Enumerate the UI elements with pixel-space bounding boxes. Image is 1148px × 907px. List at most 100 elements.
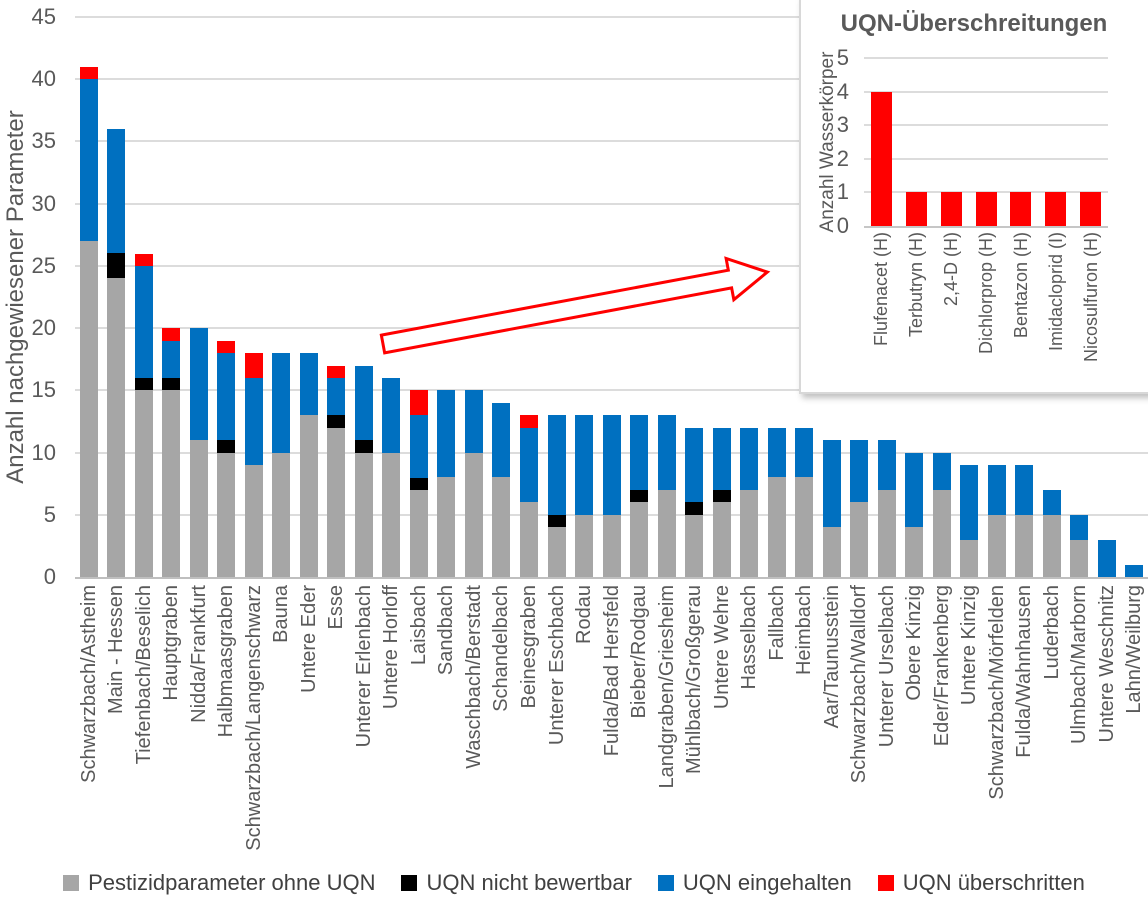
x-tick-label: Untere Kinzig: [958, 585, 981, 706]
segment-UQN überschritten: [520, 415, 538, 428]
x-label-column: Untere Horloff: [378, 585, 406, 857]
segment-Pestizidparameter ohne UQN: [630, 502, 649, 577]
x-label-column: Terbutryn (H): [899, 232, 934, 384]
legend-item-UQN nicht bewertbar: UQN nicht bewertbar: [401, 870, 632, 896]
bar-Nicosulfuron (H): [1080, 192, 1102, 226]
segment-Pestizidparameter ohne UQN: [1070, 539, 1089, 577]
x-label-column: Schwarzbach/Mörfelden: [983, 585, 1011, 857]
x-tick-label: Beinesgraben: [518, 585, 540, 709]
segment-UQN eingehalten: [354, 365, 373, 441]
segment-UQN überschritten: [134, 253, 153, 266]
segment-UQN überschritten: [217, 340, 236, 354]
segment-Pestizidparameter ohne UQN: [382, 452, 401, 577]
segment-UQN eingehalten: [685, 427, 704, 503]
y-tick-label: 25: [31, 252, 56, 278]
bar-column: [515, 415, 543, 577]
x-tick-label: Fallbach: [765, 585, 788, 661]
segment-UQN eingehalten: [189, 328, 208, 441]
bar-Fulda/Wahnhausen: [1015, 465, 1034, 577]
inset-x-axis-labels: Flufenacet (H) Terbutryn (H) 2,4-D (H) Dich…: [864, 232, 1108, 384]
bar-column: [873, 440, 901, 577]
segment-Pestizidparameter ohne UQN: [354, 452, 373, 577]
segment-Pestizidparameter ohne UQN: [1015, 514, 1034, 577]
x-tick-label: Waschbach/Berstadt: [462, 585, 485, 769]
x-tick-label: Terbutryn (H): [906, 232, 927, 338]
bar-column: [818, 440, 846, 577]
x-label-column: Ulmbach/Marborn: [1066, 585, 1094, 857]
segment-Pestizidparameter ohne UQN: [877, 489, 896, 577]
gridline: [75, 78, 1148, 81]
x-label-column: Bentazon (H): [1003, 232, 1038, 384]
x-label-column: Hauptgraben: [158, 585, 186, 857]
segment-UQN überschritten: [1045, 192, 1067, 226]
x-label-column: Schwarzbach/Langenschwarz: [240, 585, 268, 857]
bar-column: [900, 452, 928, 577]
segment-Pestizidparameter ohne UQN: [492, 477, 511, 577]
gridline: [75, 389, 1148, 392]
segment-UQN überschritten: [244, 353, 263, 378]
segment-UQN eingehalten: [877, 440, 896, 490]
x-tick-label: Sandbach: [435, 585, 458, 676]
y-tick-label: 3: [836, 112, 849, 138]
x-tick-label: Unterer Urselbach: [875, 585, 898, 748]
y-tick-label: 0: [43, 564, 56, 589]
segment-Pestizidparameter ohne UQN: [299, 415, 318, 577]
bar-Schwarzbach/Walldorf: [850, 440, 869, 577]
inset-chart-panel: UQN-Überschreitungen Anzahl Wasserkörper…: [799, 0, 1148, 394]
bar-Bentazon (H): [1010, 192, 1032, 226]
segment-UQN nicht bewertbar: [547, 514, 566, 528]
bar-Untere Weschnitz: [1097, 539, 1116, 577]
x-label-column: Untere Weschnitz: [1093, 585, 1121, 857]
x-tick-label: Unterer Erlenbach: [352, 585, 375, 748]
gridline: [75, 140, 1148, 143]
x-tick-label: Mühlbach/Großgerau: [683, 585, 706, 774]
x-label-column: Schwarzbach/Astheim: [75, 585, 103, 857]
x-tick-label: 2,4-D (H): [941, 232, 962, 307]
segment-UQN eingehalten: [987, 465, 1006, 515]
segment-Pestizidparameter ohne UQN: [575, 514, 594, 577]
bar-column: [158, 328, 186, 577]
y-tick-label: 2: [836, 145, 849, 171]
x-tick-label: Fulda/Wahnhausen: [1013, 585, 1036, 758]
segment-Pestizidparameter ohne UQN: [740, 489, 759, 577]
segment-UQN eingehalten: [740, 427, 759, 490]
segment-Pestizidparameter ohne UQN: [602, 514, 621, 577]
x-tick-label: Bauna: [270, 585, 293, 643]
bar-column: [680, 427, 708, 577]
segment-UQN nicht bewertbar: [134, 377, 153, 391]
bar-Imidacloprid (I): [1045, 192, 1067, 226]
x-label-column: Halbmaasgraben: [213, 585, 241, 857]
bar-column: [213, 340, 241, 577]
segment-UQN eingehalten: [382, 377, 401, 453]
inset-y-axis-ticks: 0 1 2 3 4 5: [801, 47, 857, 237]
segment-UQN nicht bewertbar: [712, 489, 731, 503]
legend-label: UQN überschritten: [902, 870, 1085, 895]
x-label-column: Schandelbach: [488, 585, 516, 857]
x-tick-label: Hasselbach: [738, 585, 761, 690]
segment-Pestizidparameter ohne UQN: [107, 278, 126, 577]
x-tick-label: Esse: [325, 585, 348, 630]
y-tick-label: 15: [31, 377, 56, 403]
x-label-column: Hasselbach: [735, 585, 763, 857]
segment-UQN eingehalten: [795, 427, 814, 478]
x-tick-label: Bentazon (H): [1010, 232, 1031, 339]
segment-UQN eingehalten: [960, 465, 979, 540]
segment-Pestizidparameter ohne UQN: [409, 489, 428, 577]
segment-Pestizidparameter ohne UQN: [712, 502, 731, 577]
bar-Terbutryn (H): [905, 192, 927, 226]
bar-Fallbach: [767, 427, 786, 577]
legend-label: UQN nicht bewertbar: [426, 870, 632, 895]
segment-UQN eingehalten: [657, 415, 676, 490]
segment-UQN eingehalten: [850, 440, 869, 503]
bar-Untere Eder: [299, 353, 318, 577]
segment-Pestizidparameter ohne UQN: [547, 527, 566, 577]
bar-Bauna: [272, 353, 291, 577]
bar-Flufenacet (H): [870, 91, 892, 226]
segment-UQN nicht bewertbar: [162, 377, 181, 391]
bar-Waschbach/Berstadt: [464, 390, 483, 577]
bar-2,4-D (H): [940, 192, 962, 226]
x-tick-label: Untere Horloff: [380, 585, 403, 710]
segment-UQN nicht bewertbar: [685, 502, 704, 515]
bar-Sandbach: [437, 390, 456, 577]
x-label-column: Fulda/Bad Hersfeld: [598, 585, 626, 857]
